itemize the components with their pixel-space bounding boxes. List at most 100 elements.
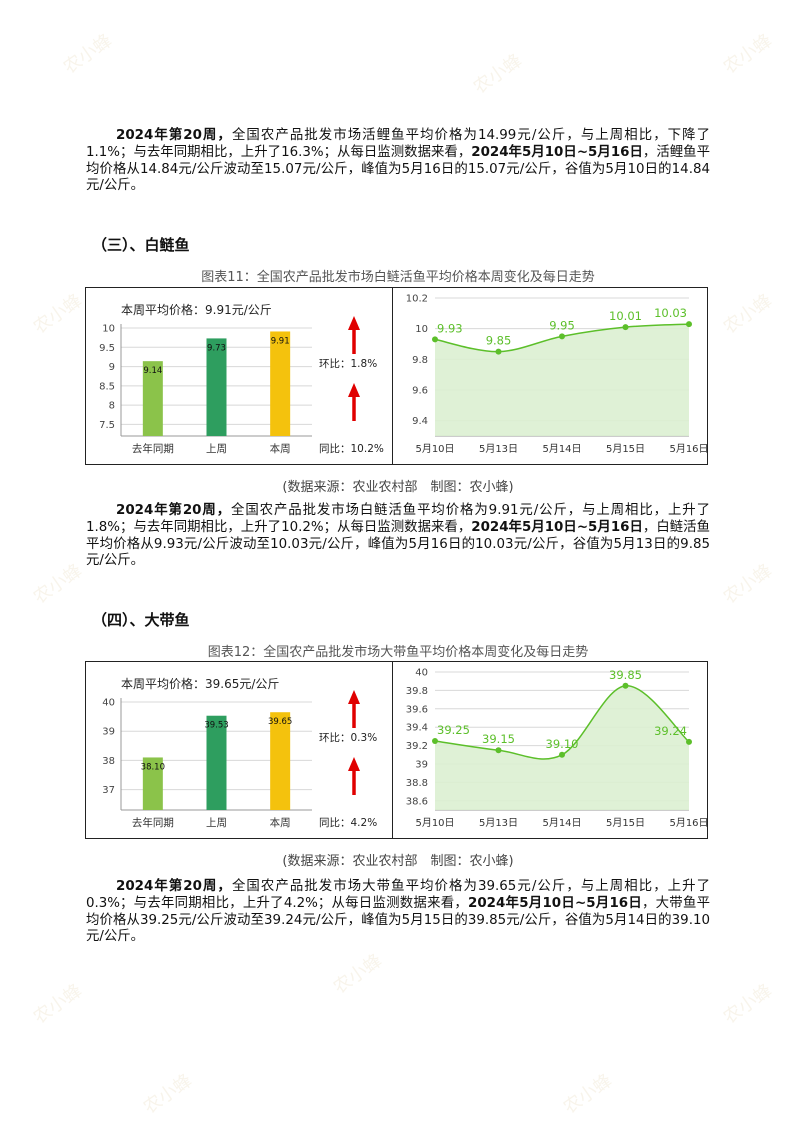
- data-point: [686, 321, 692, 328]
- data-point: [432, 336, 438, 343]
- arrow-up-icon: [348, 383, 360, 397]
- paragraph-week: 2024年第20周，: [116, 879, 232, 894]
- y-tick-label: 38.8: [406, 778, 428, 789]
- y-tick-label: 8.5: [99, 381, 115, 392]
- data-point: [559, 333, 565, 340]
- watermark: 农小蜂: [139, 1070, 197, 1119]
- y-tick-label: 9.6: [412, 386, 428, 397]
- figure-silver-carp: 本周平均价格：9.91元/公斤 7.5 8 8.5 9 9.5 10 9.14 去年同期 9.73…: [85, 287, 709, 465]
- y-tick-label: 39: [102, 727, 115, 738]
- y-tick-label: 9.5: [99, 343, 115, 354]
- paragraph-text: 全国农产品批发市场白鲢活鱼平均价格为9.91元/公斤，与上周相比，上升了1.8%…: [86, 503, 711, 535]
- x-tick-label: 去年同期: [132, 816, 174, 829]
- watermark: 农小蜂: [719, 290, 776, 339]
- bar-value-label: 38.10: [141, 762, 165, 772]
- watermark: 农小蜂: [559, 1070, 616, 1119]
- data-point: [622, 682, 629, 689]
- watermark: 农小蜂: [59, 30, 117, 79]
- section-title-silver-carp: （三）、白鲢鱼: [92, 236, 190, 254]
- data-label: 9.85: [486, 334, 512, 348]
- paragraph-date-range: 2024年5月10日~5月16日: [471, 519, 643, 535]
- section-title-hairtail: （四）、大带鱼: [92, 611, 190, 629]
- bar-value-label: 39.65: [268, 717, 292, 727]
- data-point: [432, 738, 438, 744]
- watermark: 农小蜂: [29, 290, 87, 339]
- bar: [142, 757, 163, 810]
- y-tick-label: 10: [415, 324, 428, 335]
- figure-divider: [392, 288, 393, 464]
- data-label: 10.03: [654, 306, 687, 320]
- y-tick-label: 38: [102, 756, 115, 767]
- paragraph-text: ，白鲢活鱼平均价格从9.93元/公斤波动至10.03元/公斤，峰值为5月16日的…: [86, 519, 710, 569]
- data-label: 9.95: [549, 318, 575, 332]
- y-tick-label: 9.4: [412, 416, 428, 427]
- x-tick-label: 5月13日: [479, 443, 518, 455]
- change-label: 同比：10.2%: [319, 442, 384, 455]
- change-label: 环比：0.3%: [319, 731, 377, 744]
- paragraph-text: ，活鲤鱼平均价格从14.84元/公斤波动至15.07元/公斤，峰值为5月16日的…: [86, 144, 710, 194]
- x-tick-label: 本周: [270, 442, 291, 455]
- bar-value-label: 9.14: [143, 366, 162, 376]
- watermark: 农小蜂: [29, 560, 87, 609]
- x-tick-label: 去年同期: [132, 442, 174, 455]
- data-point: [495, 747, 502, 754]
- paragraph-silver-carp: 2024年第20周，全国农产品批发市场白鲢活鱼平均价格为9.91元/公斤，与上周…: [86, 503, 710, 570]
- paragraph-text: 全国农产品批发市场活鲤鱼平均价格为14.99元/公斤，与上周相比，下降了1.1%…: [86, 128, 710, 160]
- paragraph-carp: 2024年第20周，全国农产品批发市场活鲤鱼平均价格为14.99元/公斤，与上周…: [86, 128, 710, 195]
- y-tick-label: 37: [102, 785, 115, 796]
- data-label: 39.25: [437, 723, 470, 737]
- data-label: 9.93: [437, 321, 463, 335]
- chart-title: 本周平均价格：9.91元/公斤: [121, 302, 272, 317]
- data-point: [622, 324, 629, 331]
- figure-caption: 图表11：全国农产品批发市场白鲢活鱼平均价格本周变化及每日走势: [201, 270, 595, 285]
- chart-title: 本周平均价格：39.65元/公斤: [121, 676, 279, 691]
- paragraph-week: 2024年第20周，: [116, 503, 232, 518]
- data-point: [495, 348, 502, 355]
- x-tick-label: 本周: [270, 816, 291, 829]
- x-tick-label: 5月15日: [606, 817, 645, 829]
- x-tick-label: 5月14日: [542, 443, 581, 455]
- figure-caption: 图表12：全国农产品批发市场大带鱼平均价格本周变化及每日走势: [207, 645, 589, 660]
- y-tick-label: 39.8: [406, 686, 428, 697]
- bar: [206, 338, 227, 436]
- bar: [142, 361, 163, 436]
- y-tick-label: 39: [415, 760, 428, 771]
- paragraph-date-range: 2024年5月10日~5月16日: [468, 895, 642, 911]
- y-tick-label: 9: [109, 362, 115, 373]
- y-tick-label: 39.6: [406, 704, 428, 715]
- paragraph-hairtail: 2024年第20周，全国农产品批发市场大带鱼平均价格为39.65元/公斤，与上周…: [86, 879, 710, 946]
- bar: [270, 331, 291, 436]
- data-source: (数据来源：农业农村部 制图：农小蜂): [282, 854, 514, 869]
- watermark: 农小蜂: [469, 50, 526, 99]
- change-label: 同比：4.2%: [319, 816, 377, 829]
- x-tick-label: 上周: [206, 817, 227, 829]
- data-point: [686, 738, 692, 745]
- data-label: 39.10: [546, 737, 579, 751]
- area-fill: [435, 324, 689, 436]
- arrow-up-icon: [348, 316, 360, 330]
- area-fill: [435, 685, 689, 810]
- y-tick-label: 40: [415, 668, 428, 679]
- watermark: 农小蜂: [719, 980, 776, 1029]
- y-tick-label: 40: [102, 698, 115, 709]
- bar-value-label: 39.53: [204, 721, 228, 731]
- data-label: 39.15: [482, 732, 515, 746]
- data-label: 10.01: [609, 309, 642, 323]
- watermark: 农小蜂: [719, 30, 776, 79]
- figure-divider: [392, 662, 393, 838]
- x-tick-label: 5月14日: [542, 817, 581, 829]
- x-tick-label: 5月10日: [415, 817, 454, 829]
- data-point: [559, 751, 565, 758]
- x-tick-label: 5月10日: [415, 443, 454, 455]
- x-tick-label: 5月13日: [479, 817, 518, 829]
- data-label: 39.24: [654, 724, 687, 738]
- series-line: [434, 685, 690, 760]
- y-tick-label: 9.8: [412, 355, 428, 366]
- paragraph-text: 全国农产品批发市场大带鱼平均价格为39.65元/公斤，与上周相比，上升了0.3%…: [86, 879, 710, 911]
- paragraph-text: ，大带鱼平均价格从39.25元/公斤波动至39.24元/公斤，峰值为5月15日的…: [86, 895, 710, 945]
- bar-value-label: 9.73: [207, 343, 226, 353]
- bar-value-label: 9.91: [271, 336, 290, 346]
- y-tick-label: 10.2: [406, 294, 428, 305]
- watermark: 农小蜂: [329, 950, 387, 999]
- arrow-up-icon: [348, 757, 360, 771]
